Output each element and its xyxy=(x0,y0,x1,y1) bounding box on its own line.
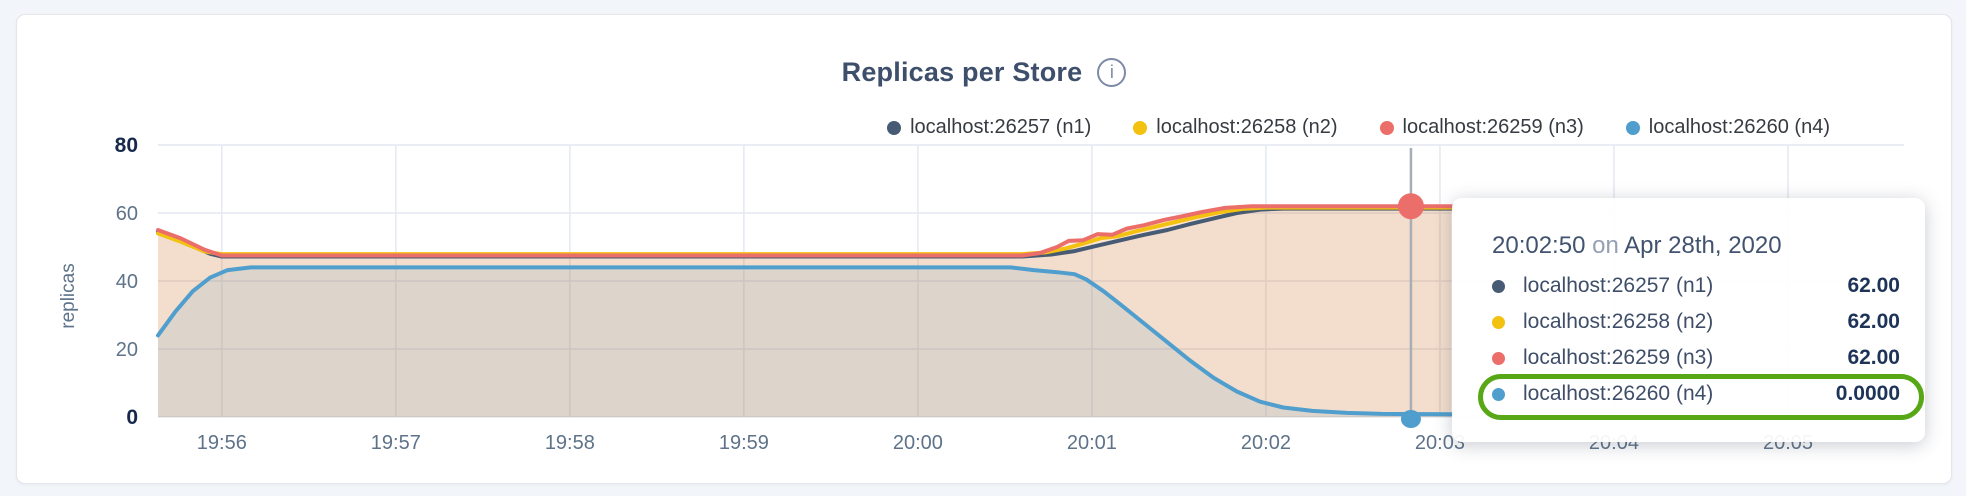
y-tick-label: 60 xyxy=(116,203,138,225)
tooltip-time: 20:02:50 xyxy=(1492,232,1586,259)
y-tick-label: 20 xyxy=(116,339,138,361)
legend: localhost:26257 (n1) localhost:26258 (n2… xyxy=(887,116,1830,139)
tooltip-row-n4: localhost:26260 (n4) 0.0000 xyxy=(1492,376,1900,412)
x-tick-label: 20:00 xyxy=(893,432,943,454)
x-tick-label: 19:59 xyxy=(719,432,769,454)
tooltip-row-label: localhost:26258 (n2) xyxy=(1523,310,1714,333)
y-tick-label: 0 xyxy=(126,406,138,429)
y-tick-label: 40 xyxy=(116,271,138,293)
legend-label: localhost:26257 (n1) xyxy=(910,116,1092,138)
y-tick-label: 80 xyxy=(115,134,138,157)
hover-tooltip: 20:02:50 on Apr 28th, 2020 localhost:262… xyxy=(1452,198,1925,442)
tooltip-row-value: 62.00 xyxy=(1847,346,1900,369)
legend-label: localhost:26260 (n4) xyxy=(1648,116,1830,138)
chart-header: Replicas per Store i xyxy=(17,55,1951,89)
legend-item-n3[interactable]: localhost:26259 (n3) xyxy=(1379,116,1584,139)
legend-dot-icon xyxy=(1133,120,1148,135)
series-dot-icon xyxy=(1492,315,1505,329)
x-tick-label: 19:56 xyxy=(197,432,247,454)
legend-item-n4[interactable]: localhost:26260 (n4) xyxy=(1625,116,1830,139)
legend-dot-icon xyxy=(1379,120,1394,135)
series-line-4 xyxy=(156,265,1454,417)
series-line-3 xyxy=(156,204,1454,258)
tooltip-row-value: 0.0000 xyxy=(1835,382,1900,405)
hover-marker-bottom xyxy=(1400,410,1421,428)
tooltip-row-label: localhost:26257 (n1) xyxy=(1523,274,1714,297)
info-icon-glyph: i xyxy=(1109,61,1114,82)
tooltip-row-value: 62.00 xyxy=(1847,310,1900,333)
chart-title: Replicas per Store xyxy=(841,56,1083,87)
x-tick-label: 19:57 xyxy=(371,432,421,454)
x-tick-label: 19:58 xyxy=(545,432,595,454)
series-area-4 xyxy=(158,267,1452,417)
tooltip-row-label: localhost:26259 (n3) xyxy=(1523,346,1714,369)
legend-label: localhost:26258 (n2) xyxy=(1156,116,1338,138)
legend-label: localhost:26259 (n3) xyxy=(1402,116,1584,138)
x-tick-label: 20:01 xyxy=(1067,432,1117,454)
legend-dot-icon xyxy=(1625,120,1640,135)
x-tick-label: 20:02 xyxy=(1241,432,1291,454)
tooltip-title: 20:02:50 on Apr 28th, 2020 xyxy=(1492,232,1900,260)
tooltip-row-n2: localhost:26258 (n2) 62.00 xyxy=(1492,304,1900,340)
series-dot-icon xyxy=(1492,279,1505,293)
tooltip-conjunction: on xyxy=(1592,232,1619,259)
legend-item-n2[interactable]: localhost:26258 (n2) xyxy=(1133,116,1338,139)
tooltip-row-n1: localhost:26257 (n1) 62.00 xyxy=(1492,268,1900,304)
tooltip-row-value: 62.00 xyxy=(1847,274,1900,297)
series-dot-icon xyxy=(1492,351,1505,365)
tooltip-date: Apr 28th, 2020 xyxy=(1624,232,1782,259)
series-area-3 xyxy=(158,206,1452,417)
hover-marker-top xyxy=(1397,193,1424,220)
x-tick-label: 20:03 xyxy=(1415,432,1465,454)
series-dot-icon xyxy=(1492,387,1505,401)
series-area-2 xyxy=(158,207,1452,417)
legend-item-n1[interactable]: localhost:26257 (n1) xyxy=(887,116,1091,139)
tooltip-row-n3: localhost:26259 (n3) 62.00 xyxy=(1492,340,1900,376)
info-icon[interactable]: i xyxy=(1097,57,1127,87)
legend-dot-icon xyxy=(887,120,902,135)
tooltip-row-label: localhost:26260 (n4) xyxy=(1523,382,1714,405)
series-area-1 xyxy=(158,208,1452,417)
